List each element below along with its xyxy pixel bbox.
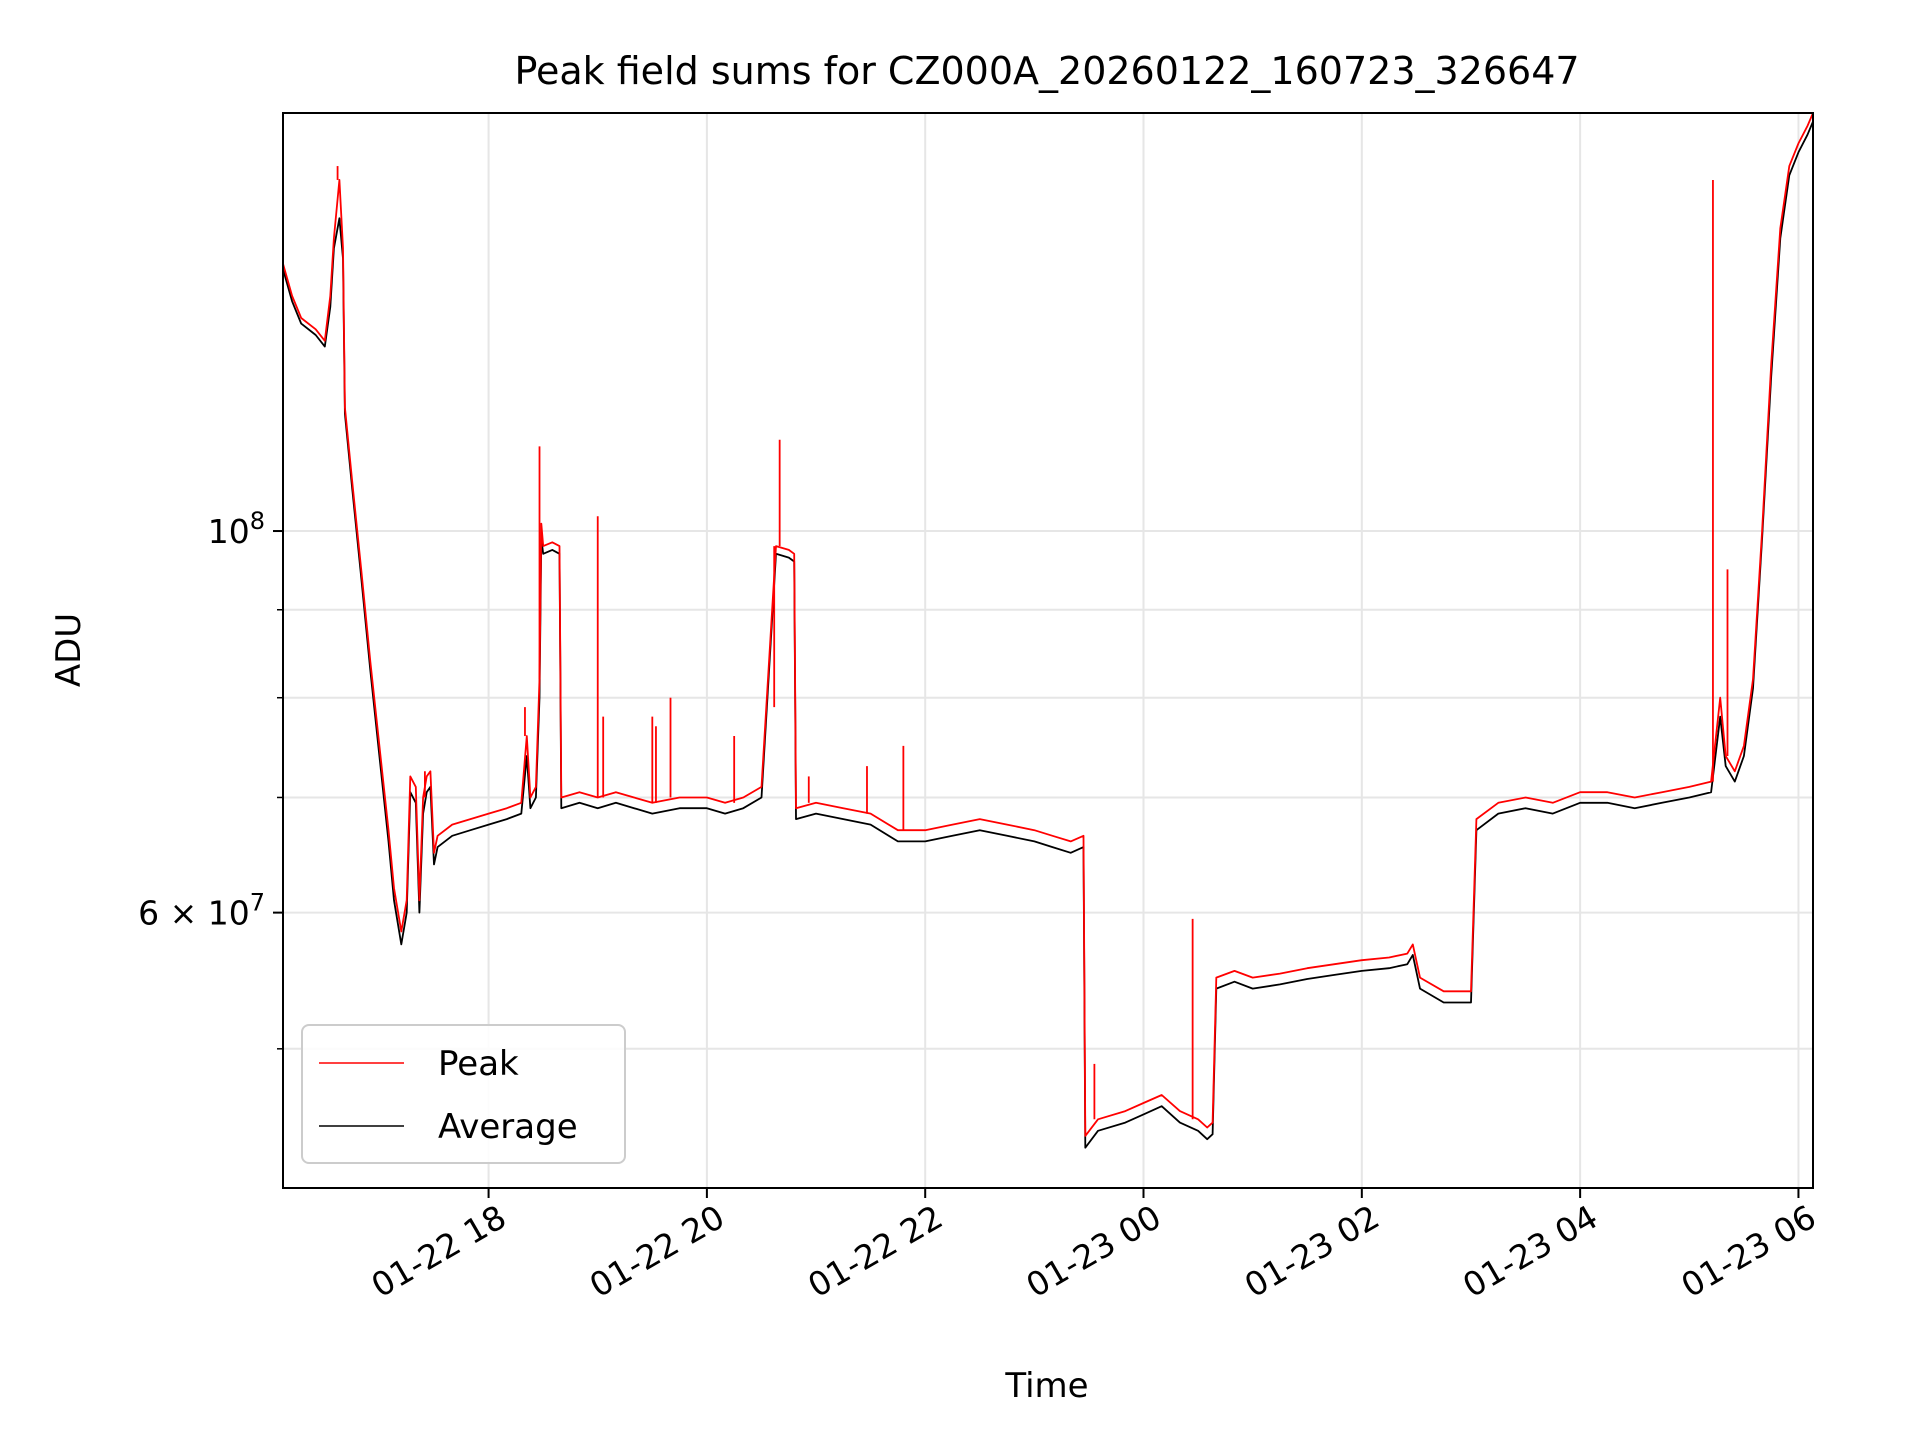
legend-label-average: Average <box>438 1107 578 1147</box>
series-line-peak <box>282 112 1814 1137</box>
y-axis: 108 6 × 107 <box>138 507 283 1050</box>
plot-frame <box>282 112 1814 1189</box>
legend-box <box>301 1024 626 1164</box>
y-tick-label: 6 × 107 <box>138 889 265 933</box>
grid <box>283 113 1813 1188</box>
legend-label-peak: Peak <box>438 1044 519 1084</box>
y-axis-label: ADU <box>49 613 89 687</box>
series-layer <box>282 112 1814 1149</box>
series-line-average <box>282 121 1814 1149</box>
legend: Peak Average <box>301 1024 626 1164</box>
x-axis-label: Time <box>1004 1366 1088 1406</box>
chart-title: Peak field sums for CZ000A_20260122_1607… <box>514 49 1579 93</box>
y-tick-label: 108 <box>208 507 265 551</box>
